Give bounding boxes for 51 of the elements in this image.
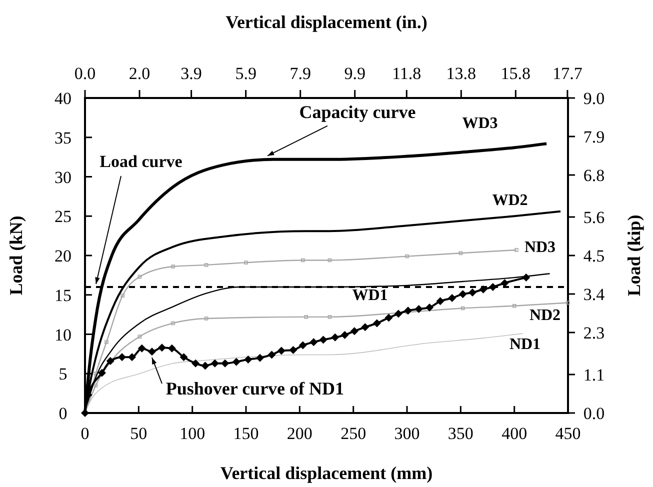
y-tick-label: 20 (54, 246, 72, 266)
x-tick-label: 150 (233, 424, 259, 443)
x2-tick-label: 2.0 (128, 64, 150, 83)
y2-tick-label: 4.5 (583, 246, 605, 266)
x-tick-label: 250 (340, 424, 366, 443)
y-tick-label: 30 (54, 168, 72, 187)
series-label: ND2 (529, 307, 561, 324)
x-axis-title: Vertical displacement (mm) (220, 463, 433, 483)
y-axis-title: Load (kN) (6, 216, 26, 296)
y-tick-label: 35 (54, 128, 72, 148)
x2-tick-label: 13.8 (446, 64, 476, 83)
x2-tick-label: 5.9 (235, 64, 256, 83)
y2-tick-label: 0.0 (583, 404, 605, 423)
y-tick-label: 10 (54, 325, 72, 344)
x-tick-label: 50 (130, 424, 148, 443)
y2-tick-label: 3.4 (583, 285, 606, 304)
series-label: WD1 (352, 287, 388, 304)
series-label: ND1 (509, 336, 541, 353)
y-tick-label: 25 (54, 207, 72, 226)
y2-tick-label: 9.0 (583, 89, 605, 108)
x-tick-label: 0 (80, 424, 90, 443)
x-tick-label: 200 (286, 424, 312, 443)
x2-tick-label: 0.0 (74, 64, 96, 83)
series-label: WD2 (492, 192, 528, 209)
x2-tick-label: 11.8 (392, 64, 422, 83)
annotation: Capacity curve (299, 102, 416, 122)
x-tick-label: 450 (555, 424, 581, 443)
y2-tick-label: 5.6 (583, 208, 605, 227)
series-label: ND3 (524, 239, 556, 256)
y2-axis-title: Load (kip) (624, 214, 644, 296)
y2-tick-label: 6.8 (583, 166, 605, 185)
y2-tick-label: 7.9 (583, 128, 605, 146)
x2-axis-title: Vertical displacement (in.) (226, 12, 428, 32)
x2-tick-label: 7.9 (290, 64, 311, 83)
y-tick-label: 0 (58, 404, 68, 423)
x2-tick-label: 15.8 (500, 64, 531, 83)
x-tick-label: 350 (448, 424, 474, 443)
x-tick-label: 400 (502, 424, 528, 443)
x-tick-label: 100 (180, 424, 206, 443)
y2-tick-label: 2.3 (583, 324, 605, 342)
ref-line-label: Load curve (100, 152, 183, 171)
x2-tick-label: 17.7 (552, 64, 583, 83)
y2-tick-label: 1.1 (583, 366, 605, 384)
y-tick-label: 5 (58, 364, 68, 384)
x-tick-label: 300 (394, 424, 420, 443)
annotation: Pushover curve of ND1 (166, 378, 344, 399)
series-label: WD3 (462, 115, 498, 132)
x2-tick-label: 3.9 (180, 64, 202, 83)
x2-tick-label: 9.9 (344, 64, 366, 83)
y-tick-label: 15 (54, 286, 72, 305)
y-tick-label: 40 (54, 89, 72, 108)
